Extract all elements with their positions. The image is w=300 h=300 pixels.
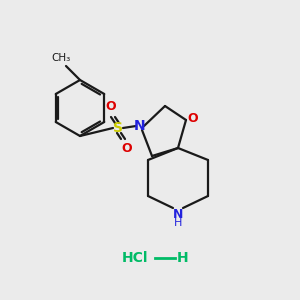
Text: N: N xyxy=(134,119,146,133)
Text: H: H xyxy=(177,251,189,265)
Text: H: H xyxy=(174,218,182,228)
Text: CH₃: CH₃ xyxy=(51,53,70,63)
Text: O: O xyxy=(106,100,116,113)
Text: O: O xyxy=(188,112,198,124)
Text: O: O xyxy=(122,142,132,155)
Text: S: S xyxy=(113,121,123,135)
Text: N: N xyxy=(173,208,183,221)
Text: HCl: HCl xyxy=(122,251,148,265)
